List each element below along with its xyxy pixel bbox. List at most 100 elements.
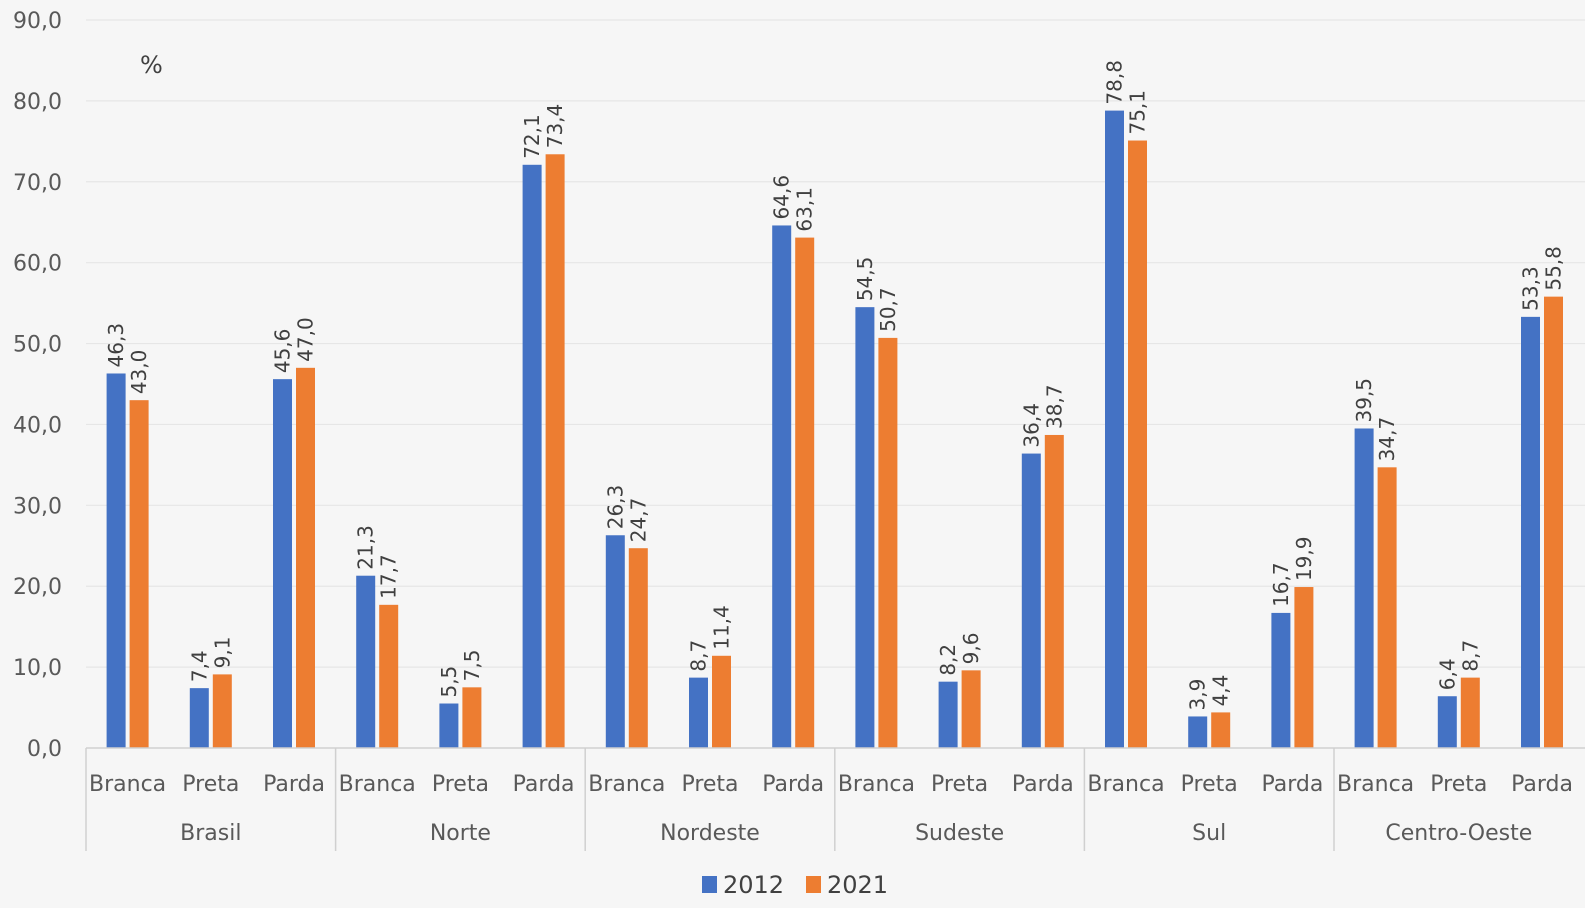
x-tick-label: Branca bbox=[1087, 772, 1164, 797]
unit-label: % bbox=[140, 51, 163, 79]
bar-2012 bbox=[772, 225, 792, 749]
data-label-2012: 7,4 bbox=[187, 650, 211, 682]
x-tick-label: Parda bbox=[513, 772, 575, 797]
data-label-2012: 36,4 bbox=[1019, 403, 1043, 448]
data-label-2021: 43,0 bbox=[127, 350, 151, 395]
x-tick-label: Parda bbox=[1261, 772, 1323, 797]
bar-2012 bbox=[522, 164, 542, 748]
bar-2021 bbox=[1460, 677, 1480, 748]
data-label-2021: 9,1 bbox=[210, 637, 234, 669]
y-tick-label: 30,0 bbox=[13, 494, 62, 519]
data-label-2012: 72,1 bbox=[520, 114, 544, 159]
x-tick-label: Preta bbox=[1430, 772, 1487, 797]
group-label: Nordeste bbox=[660, 821, 760, 846]
group-label: Norte bbox=[430, 821, 491, 846]
group-label: Brasil bbox=[180, 821, 241, 846]
x-tick-label: Parda bbox=[762, 772, 824, 797]
legend-label-2012: 2012 bbox=[723, 871, 784, 899]
data-label-2012: 8,2 bbox=[936, 644, 960, 676]
bar-2021 bbox=[379, 604, 399, 748]
bar-2012 bbox=[189, 688, 209, 748]
bar-2021 bbox=[628, 548, 648, 748]
data-label-2021: 17,7 bbox=[377, 554, 401, 599]
data-label-2012: 45,6 bbox=[271, 329, 295, 374]
bar-2021 bbox=[462, 687, 482, 748]
data-label-2021: 38,7 bbox=[1042, 384, 1066, 429]
x-tick-label: Branca bbox=[838, 772, 915, 797]
bar-2021 bbox=[129, 400, 149, 748]
bar-2012 bbox=[356, 575, 376, 748]
data-label-2021: 4,4 bbox=[1209, 675, 1233, 707]
x-tick-label: Branca bbox=[1337, 772, 1414, 797]
bar-2021 bbox=[1211, 712, 1231, 748]
bar-2021 bbox=[961, 670, 981, 748]
x-tick-label: Branca bbox=[339, 772, 416, 797]
x-tick-label: Preta bbox=[931, 772, 988, 797]
data-label-2021: 47,0 bbox=[294, 317, 318, 362]
bar-2012 bbox=[1271, 612, 1291, 748]
bar-2021 bbox=[1294, 587, 1314, 748]
bar-2012 bbox=[689, 677, 708, 748]
y-tick-label: 70,0 bbox=[13, 171, 62, 196]
y-tick-label: 60,0 bbox=[13, 252, 62, 277]
data-label-2012: 53,3 bbox=[1519, 266, 1543, 311]
legend-swatch-2021 bbox=[806, 876, 821, 893]
data-label-2012: 21,3 bbox=[354, 525, 378, 570]
data-label-2012: 54,5 bbox=[853, 257, 877, 302]
bar-2012 bbox=[1354, 428, 1374, 748]
bar-2021 bbox=[1377, 467, 1397, 748]
y-tick-label: 50,0 bbox=[13, 333, 62, 358]
bar-2021 bbox=[296, 367, 315, 748]
data-label-2012: 26,3 bbox=[603, 485, 627, 530]
data-label-2021: 9,6 bbox=[959, 633, 983, 665]
bar-2012 bbox=[1437, 696, 1457, 748]
bar-2012 bbox=[1021, 453, 1041, 748]
bar-2021 bbox=[212, 674, 232, 748]
x-tick-label: Parda bbox=[263, 772, 325, 797]
bar-2012 bbox=[1105, 110, 1124, 748]
data-label-2021: 75,1 bbox=[1126, 90, 1150, 135]
data-label-2021: 8,7 bbox=[1458, 640, 1482, 672]
bar-2021 bbox=[1044, 434, 1064, 748]
bar-2021 bbox=[712, 655, 731, 748]
bar-2012 bbox=[1188, 716, 1208, 748]
y-tick-label: 10,0 bbox=[13, 656, 62, 681]
bar-2021 bbox=[1544, 296, 1563, 748]
y-tick-label: 0,0 bbox=[27, 737, 62, 762]
data-label-2021: 19,9 bbox=[1292, 536, 1316, 581]
data-label-2021: 34,7 bbox=[1375, 417, 1399, 462]
legend-swatch-2012 bbox=[702, 876, 717, 893]
bar-2012 bbox=[938, 681, 958, 748]
bar-2012 bbox=[273, 379, 292, 748]
data-label-2012: 6,4 bbox=[1435, 658, 1459, 690]
data-label-2021: 7,5 bbox=[460, 650, 484, 682]
x-tick-label: Preta bbox=[182, 772, 239, 797]
group-label: Sudeste bbox=[915, 821, 1004, 846]
data-label-2012: 8,7 bbox=[687, 640, 711, 672]
y-tick-label: 90,0 bbox=[13, 9, 62, 34]
bar-2012 bbox=[855, 307, 875, 748]
data-label-2021: 73,4 bbox=[543, 104, 567, 149]
data-label-2012: 78,8 bbox=[1103, 60, 1127, 105]
data-label-2012: 5,5 bbox=[437, 666, 461, 698]
data-label-2012: 46,3 bbox=[104, 323, 128, 368]
group-label: Centro-Oeste bbox=[1385, 821, 1532, 846]
data-label-2012: 16,7 bbox=[1269, 562, 1293, 607]
y-tick-label: 20,0 bbox=[13, 575, 62, 600]
x-tick-label: Branca bbox=[89, 772, 166, 797]
legend-label-2021: 2021 bbox=[827, 871, 888, 899]
data-label-2012: 64,6 bbox=[770, 175, 794, 220]
bar-2012 bbox=[605, 535, 625, 748]
bar-2021 bbox=[1128, 140, 1147, 749]
data-label-2012: 39,5 bbox=[1352, 378, 1376, 423]
data-label-2021: 63,1 bbox=[793, 187, 817, 232]
data-label-2021: 50,7 bbox=[876, 287, 900, 332]
data-label-2021: 55,8 bbox=[1542, 246, 1566, 291]
x-tick-label: Parda bbox=[1511, 772, 1573, 797]
y-tick-label: 40,0 bbox=[13, 413, 62, 438]
data-label-2021: 11,4 bbox=[710, 605, 734, 650]
group-label: Sul bbox=[1192, 821, 1226, 846]
x-tick-label: Branca bbox=[588, 772, 665, 797]
bar-2021 bbox=[795, 237, 815, 748]
